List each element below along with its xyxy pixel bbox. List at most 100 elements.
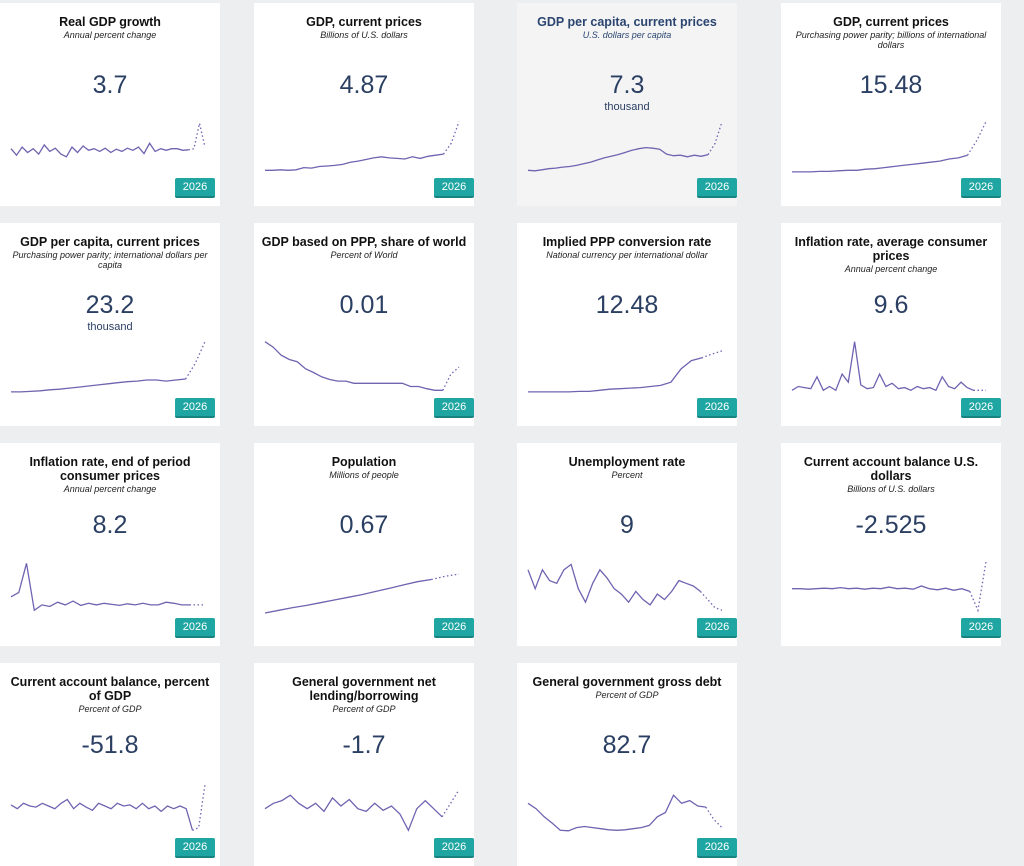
sparkline-projection (192, 784, 206, 831)
indicator-card-14[interactable]: General government net lending/borrowing… (254, 663, 474, 866)
sparkline-projection (699, 590, 723, 611)
sparkline-chart (265, 121, 460, 171)
sparkline-projection (701, 350, 723, 359)
card-title: GDP, current prices (306, 15, 422, 29)
sparkline-chart (10, 123, 206, 158)
card-value: -2.525 (855, 511, 927, 539)
card-value: 15.48 (859, 71, 923, 99)
indicator-card-2[interactable]: GDP, current prices Billions of U.S. doll… (254, 3, 474, 206)
card-title: GDP per capita, current prices (537, 15, 717, 29)
indicator-card-12[interactable]: Current account balance U.S. dollars Bill… (781, 443, 1001, 646)
sparkline-chart (792, 121, 987, 173)
sparkline-chart (264, 789, 460, 832)
sparkline-chart (11, 341, 206, 393)
sparkline-history (528, 357, 702, 393)
card-value: 9 (620, 511, 634, 539)
sparkline-history (792, 154, 968, 173)
indicator-card-9[interactable]: Inflation rate, end of period consumer p… (0, 443, 220, 646)
card-value: 23.2 (85, 291, 135, 319)
sparkline-chart (264, 573, 460, 614)
sparkline-projection (442, 121, 460, 155)
card-value: 7.3 (609, 71, 645, 99)
year-badge[interactable]: 2026 (961, 618, 1001, 638)
indicator-card-3[interactable]: GDP per capita, current prices U.S. dolla… (517, 3, 737, 206)
sparkline-history (527, 794, 706, 832)
sparkline-history (264, 578, 432, 614)
sparkline-history (11, 378, 186, 393)
year-badge[interactable]: 2026 (175, 838, 215, 858)
indicator-card-4[interactable]: GDP, current prices Purchasing power pari… (781, 3, 1001, 206)
year-badge[interactable]: 2026 (434, 618, 474, 638)
sparkline-chart (264, 341, 460, 391)
year-badge[interactable]: 2026 (434, 178, 474, 198)
card-title: Unemployment rate (568, 455, 686, 469)
sparkline-chart (528, 350, 723, 393)
card-value: 3.7 (92, 71, 128, 99)
card-subtitle: Billions of U.S. dollars (847, 484, 935, 494)
card-subtitle: Annual percent change (63, 484, 157, 494)
year-badge[interactable]: 2026 (961, 398, 1001, 418)
card-subtitle: Percent of GDP (78, 704, 142, 714)
card-title: Population (331, 455, 397, 469)
card-subtitle: Annual percent change (844, 264, 938, 274)
year-badge[interactable]: 2026 (434, 838, 474, 858)
sparkline-chart (527, 121, 723, 172)
card-value: -1.7 (342, 731, 386, 759)
indicator-card-6[interactable]: GDP based on PPP, share of world Percent … (254, 223, 474, 426)
card-unit: thousand (87, 321, 133, 333)
indicator-card-15[interactable]: General government gross debt Percent of … (517, 663, 737, 866)
year-badge[interactable]: 2026 (434, 398, 474, 418)
year-badge[interactable]: 2026 (697, 398, 737, 418)
card-value: 8.2 (92, 511, 128, 539)
indicator-card-13[interactable]: Current account balance, percent of GDP P… (0, 663, 220, 866)
year-badge[interactable]: 2026 (175, 178, 215, 198)
card-title: General government net lending/borrowing (292, 675, 436, 703)
sparkline-history (265, 153, 444, 171)
indicator-card-1[interactable]: Real GDP growth Annual percent change 3.7 2… (0, 3, 220, 206)
card-subtitle: National currency per international doll… (546, 250, 708, 260)
card-value: 0.67 (339, 511, 389, 539)
indicator-card-11[interactable]: Unemployment rate Percent 9 2026 (517, 443, 737, 646)
sparkline-history (792, 585, 971, 593)
sparkline-history (264, 341, 443, 391)
card-subtitle: Purchasing power parity; international d… (12, 250, 208, 270)
sparkline-chart (791, 341, 986, 392)
sparkline-chart (10, 563, 205, 612)
indicator-card-8[interactable]: Inflation rate, average consumer prices A… (781, 223, 1001, 426)
indicator-card-10[interactable]: Population Millions of people 0.67 2026 (254, 443, 474, 646)
card-subtitle: Percent of World (330, 250, 398, 260)
sparkline-chart (527, 794, 723, 832)
year-badge[interactable]: 2026 (697, 178, 737, 198)
sparkline-projection (188, 123, 206, 151)
card-subtitle: Millions of people (329, 470, 399, 480)
card-value: 0.01 (339, 291, 389, 319)
card-title: Inflation rate, end of period consumer p… (29, 455, 191, 483)
indicator-card-7[interactable]: Implied PPP conversion rate National curr… (517, 223, 737, 426)
sparkline-history (264, 794, 443, 832)
card-title: GDP, current prices (833, 15, 949, 29)
card-title: GDP based on PPP, share of world (261, 235, 467, 249)
card-title: Current account balance U.S. dollars (803, 455, 979, 483)
sparkline-history (10, 798, 194, 831)
year-badge[interactable]: 2026 (697, 838, 737, 858)
sparkline-history (791, 341, 974, 392)
sparkline-history (527, 146, 709, 172)
sparkline-history (10, 142, 189, 158)
year-badge[interactable]: 2026 (175, 398, 215, 418)
card-title: GDP per capita, current prices (20, 235, 200, 249)
indicator-card-5[interactable]: GDP per capita, current prices Purchasing… (0, 223, 220, 426)
sparkline-projection (441, 789, 460, 818)
card-value: 4.87 (339, 71, 389, 99)
card-subtitle: Percent of GDP (595, 690, 659, 700)
year-badge[interactable]: 2026 (175, 618, 215, 638)
card-value: 9.6 (873, 291, 909, 319)
sparkline-projection (705, 806, 723, 829)
sparkline-projection (185, 341, 206, 380)
card-title: Real GDP growth (59, 15, 161, 29)
card-subtitle: Annual percent change (63, 30, 157, 40)
year-badge[interactable]: 2026 (961, 178, 1001, 198)
sparkline-chart (10, 784, 206, 831)
year-badge[interactable]: 2026 (697, 618, 737, 638)
card-subtitle: Percent (611, 470, 643, 480)
card-value: -51.8 (81, 731, 139, 759)
